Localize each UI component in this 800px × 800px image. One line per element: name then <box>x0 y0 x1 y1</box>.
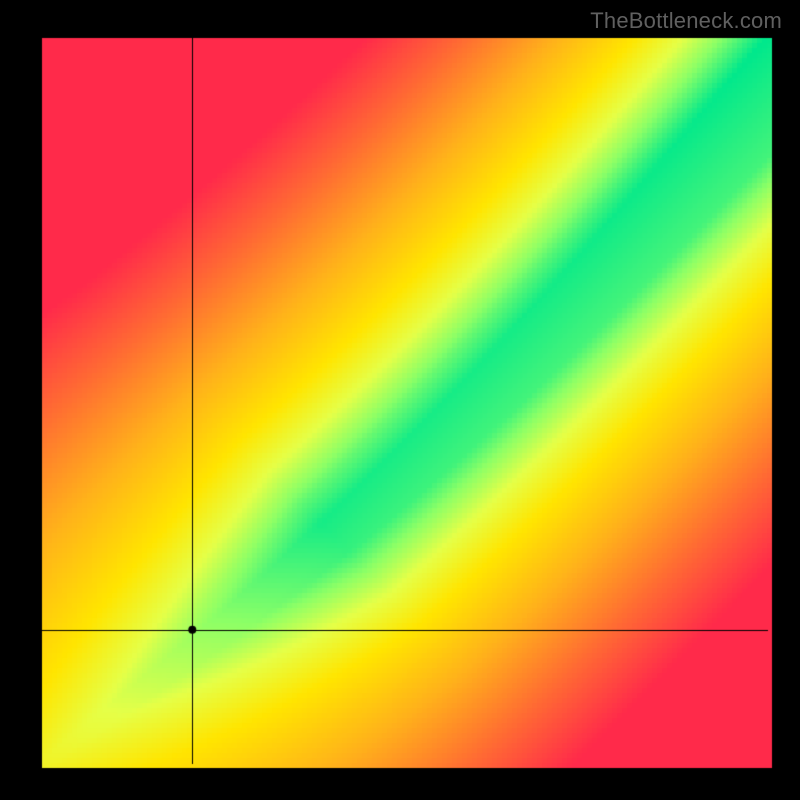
chart-container: TheBottleneck.com <box>0 0 800 800</box>
bottleneck-heatmap <box>0 0 800 800</box>
watermark-text: TheBottleneck.com <box>590 8 782 34</box>
